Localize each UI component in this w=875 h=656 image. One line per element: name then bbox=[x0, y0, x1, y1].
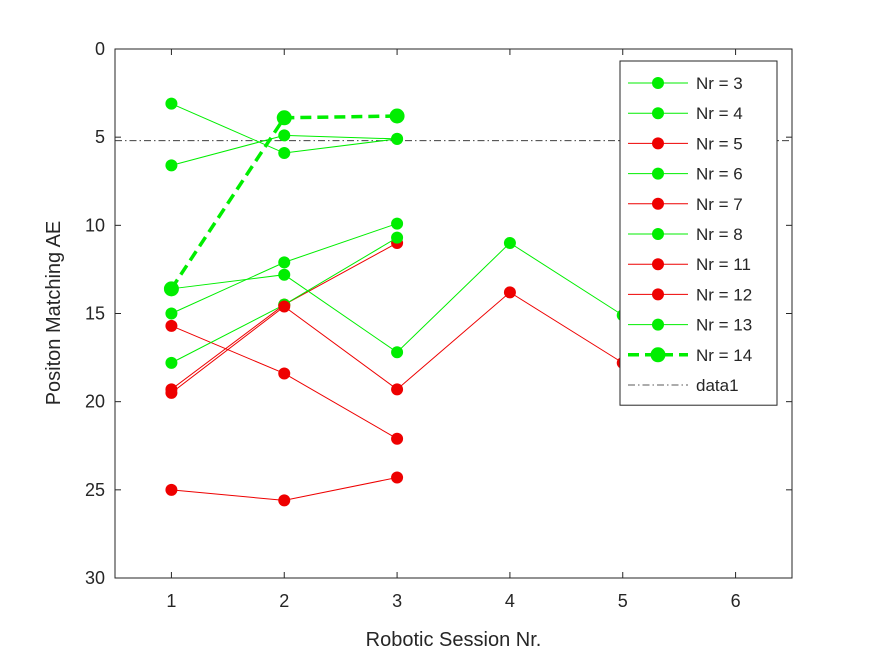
legend-label: Nr = 6 bbox=[696, 165, 743, 184]
y-tick-label: 20 bbox=[85, 392, 105, 412]
legend-swatch-marker bbox=[650, 347, 666, 363]
data-point bbox=[391, 231, 404, 244]
x-tick-label: 4 bbox=[505, 591, 515, 611]
data-point bbox=[278, 300, 291, 313]
data-point bbox=[165, 159, 178, 172]
x-tick-label: 3 bbox=[392, 591, 402, 611]
data-point bbox=[278, 129, 291, 142]
x-axis-label: Robotic Session Nr. bbox=[366, 629, 542, 651]
legend-label: Nr = 3 bbox=[696, 74, 743, 93]
data-point bbox=[391, 346, 404, 359]
legend-label: Nr = 11 bbox=[696, 255, 751, 274]
data-point bbox=[165, 319, 178, 332]
x-tick-label: 2 bbox=[279, 591, 289, 611]
legend-swatch-marker bbox=[652, 228, 664, 240]
legend-label: Nr = 4 bbox=[696, 104, 743, 123]
x-tick-label: 5 bbox=[618, 591, 628, 611]
legend-label: Nr = 8 bbox=[696, 225, 743, 244]
legend-label: Nr = 14 bbox=[696, 346, 752, 365]
data-point bbox=[503, 286, 516, 299]
data-point bbox=[163, 281, 179, 297]
legend-swatch-marker bbox=[652, 77, 664, 89]
data-point bbox=[165, 386, 178, 399]
series-nr-11 bbox=[165, 471, 404, 507]
x-tick-label: 6 bbox=[731, 591, 741, 611]
data-point bbox=[391, 383, 404, 396]
data-point bbox=[278, 367, 291, 380]
legend-label: Nr = 12 bbox=[696, 285, 752, 304]
legend-label: Nr = 7 bbox=[696, 195, 743, 214]
legend-swatch-marker bbox=[652, 318, 664, 331]
legend-label-reference: data1 bbox=[696, 376, 739, 395]
data-point bbox=[165, 97, 178, 110]
data-point bbox=[276, 110, 292, 126]
y-tick-label: 25 bbox=[85, 480, 105, 500]
legend-swatch-marker bbox=[652, 288, 664, 301]
data-point bbox=[503, 236, 516, 249]
legend-swatch-marker bbox=[652, 197, 664, 210]
y-tick-label: 0 bbox=[95, 39, 105, 59]
data-point bbox=[278, 256, 291, 269]
y-tick-label: 10 bbox=[85, 215, 105, 235]
legend-label: Nr = 5 bbox=[696, 134, 743, 153]
y-tick-label: 5 bbox=[95, 127, 105, 147]
data-point bbox=[391, 432, 404, 445]
data-point bbox=[391, 217, 404, 230]
data-point bbox=[278, 147, 291, 160]
data-point bbox=[165, 356, 178, 369]
series-nr-5 bbox=[165, 319, 404, 445]
x-tick-label: 1 bbox=[166, 591, 176, 611]
data-point bbox=[389, 108, 405, 124]
data-point bbox=[391, 132, 404, 145]
legend-swatch-marker bbox=[652, 167, 664, 180]
series-nr-6 bbox=[165, 217, 404, 320]
legend: Nr = 3 Nr = 4 Nr = 5 Nr = 6 Nr = 7 Nr = 8 Nr =… bbox=[619, 60, 778, 406]
data-point bbox=[278, 268, 291, 281]
legend-swatch-marker bbox=[652, 137, 664, 150]
data-point bbox=[391, 471, 404, 484]
series-nr-14 bbox=[163, 108, 405, 297]
data-point bbox=[165, 307, 178, 320]
y-tick-label: 30 bbox=[85, 568, 105, 588]
ticks-layer: 1 2 3 4 5 6 0 5 10 15 20 25 30 bbox=[85, 39, 792, 611]
data-point bbox=[165, 483, 178, 496]
legend-swatch-marker bbox=[652, 107, 664, 120]
legend-swatch-marker bbox=[652, 258, 664, 271]
y-tick-label: 15 bbox=[85, 304, 105, 324]
series-layer bbox=[163, 97, 629, 507]
series-nr-4 bbox=[165, 129, 404, 172]
legend-label: Nr = 13 bbox=[696, 316, 752, 335]
legend-box bbox=[619, 60, 778, 406]
data-point bbox=[278, 494, 291, 507]
y-axis-label: Positon Matching AE bbox=[43, 221, 65, 406]
